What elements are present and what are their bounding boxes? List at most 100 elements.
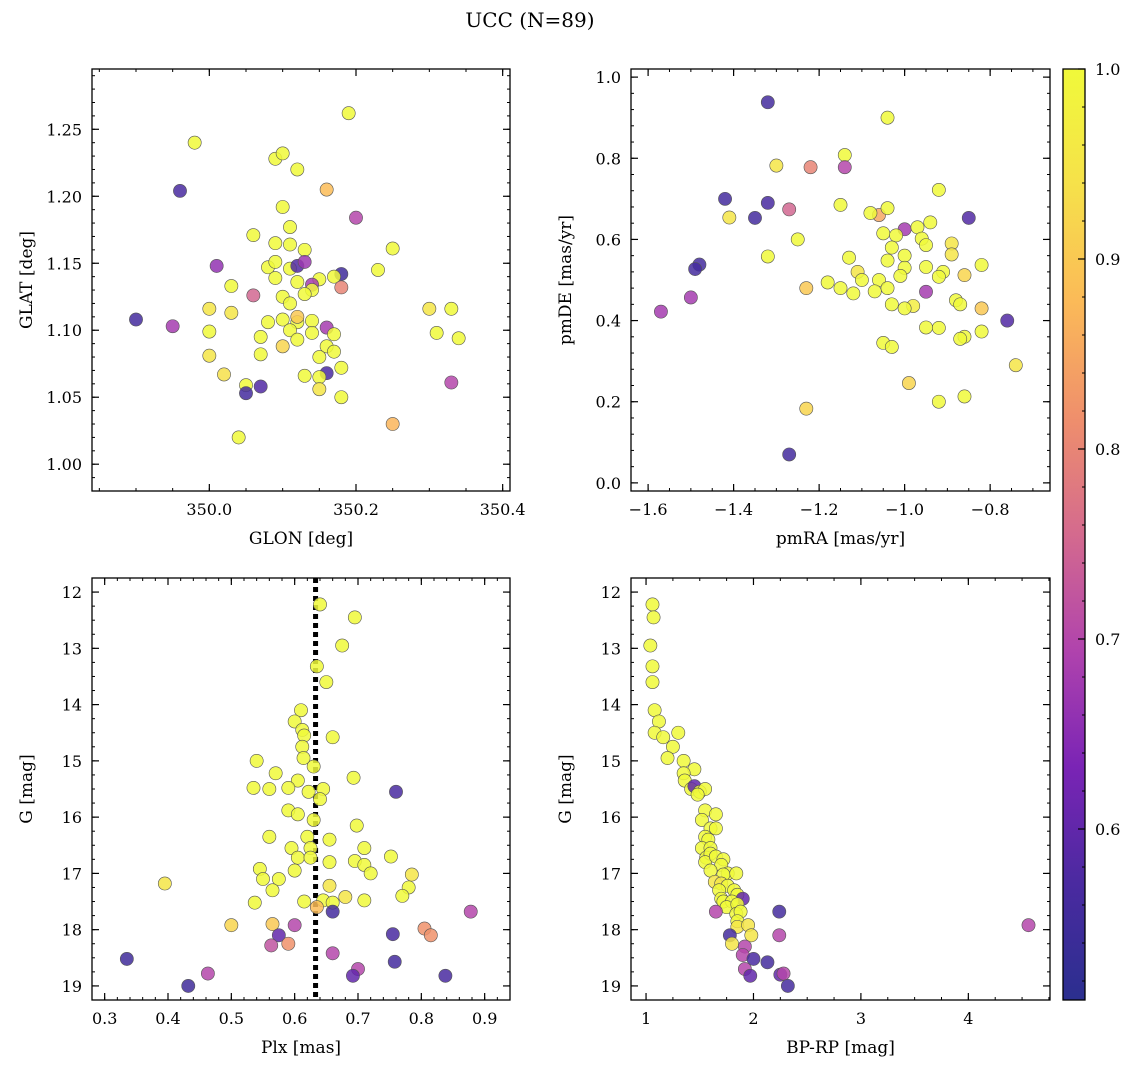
data-point <box>294 703 308 718</box>
data-point <box>974 324 989 339</box>
data-point <box>249 753 264 768</box>
data-point <box>371 263 385 277</box>
data-point <box>776 966 791 981</box>
data-point <box>833 198 848 212</box>
data-point <box>325 730 340 745</box>
data-point <box>287 918 302 933</box>
y-tick-label: 15 <box>601 752 621 771</box>
data-point <box>880 253 895 268</box>
data-point <box>645 675 660 689</box>
data-point <box>961 211 976 225</box>
data-point <box>837 160 852 175</box>
data-point <box>842 250 856 265</box>
data-point <box>384 849 398 864</box>
data-point <box>803 160 818 175</box>
data-point <box>404 867 419 882</box>
data-point <box>268 236 283 251</box>
data-point <box>312 370 327 385</box>
data-point <box>666 739 680 754</box>
x-tick-label: −0.8 <box>971 500 1010 519</box>
data-point <box>444 301 459 316</box>
data-point <box>718 191 732 206</box>
data-point <box>306 813 321 827</box>
data-point <box>334 360 349 375</box>
data-point <box>944 247 959 262</box>
data-point <box>290 773 305 788</box>
data-point <box>782 202 797 217</box>
colorbar-tick-label: 0.9 <box>1095 250 1120 269</box>
data-point <box>256 872 270 886</box>
axes-frame <box>630 68 1051 492</box>
data-point <box>931 320 946 335</box>
x-tick-label: −1.0 <box>885 500 924 519</box>
data-point <box>923 215 938 230</box>
data-point <box>780 979 795 993</box>
data-point <box>281 936 296 951</box>
data-point <box>322 855 337 870</box>
data-point <box>224 279 239 293</box>
data-point <box>268 255 283 269</box>
data-point <box>363 866 378 881</box>
panel-plx-g: 0.3 0.4 0.5 0.6 0.7 0.8 0.9 12 13 14 15 16 17 18 19 Plx… <box>17 577 511 1058</box>
data-point <box>157 876 172 891</box>
data-point <box>283 220 297 234</box>
data-point <box>708 904 723 919</box>
data-point <box>863 206 878 220</box>
data-point <box>1000 313 1015 328</box>
data-point <box>444 375 459 390</box>
x-tick-label: −1.2 <box>800 500 839 519</box>
data-point <box>876 226 891 241</box>
data-point <box>760 249 775 264</box>
data-point <box>290 309 305 324</box>
data-point <box>327 327 341 342</box>
data-point <box>385 417 400 431</box>
y-tick-label: 1.20 <box>46 187 82 206</box>
data-point <box>897 301 912 316</box>
axes-frame <box>91 577 511 1001</box>
data-point <box>202 324 217 339</box>
data-point <box>262 782 277 796</box>
data-point <box>957 389 972 404</box>
data-point <box>271 928 286 943</box>
y-tick-label: 16 <box>62 808 82 827</box>
y-axis-label: GLAT [deg] <box>17 231 37 329</box>
data-point <box>772 928 787 943</box>
x-tick-label: 0.5 <box>219 1009 244 1028</box>
data-point <box>889 228 903 243</box>
axes-frame <box>91 68 511 492</box>
data-point <box>338 890 353 904</box>
data-point <box>708 821 723 836</box>
data-point <box>303 850 318 865</box>
data-point <box>297 287 312 301</box>
data-point <box>385 927 400 942</box>
y-tick-label: 0.8 <box>596 149 621 168</box>
data-point <box>325 904 340 919</box>
data-point <box>893 269 908 283</box>
data-point <box>695 813 709 827</box>
data-point <box>389 784 403 799</box>
data-point <box>287 863 302 878</box>
y-tick-label: 12 <box>601 583 621 602</box>
data-point <box>688 262 703 276</box>
data-point <box>884 340 899 354</box>
data-point <box>799 401 814 416</box>
scatter-points <box>129 106 466 445</box>
y-tick-label: 16 <box>601 808 621 827</box>
x-tick-label: −1.4 <box>714 500 753 519</box>
data-point <box>305 313 319 328</box>
data-point <box>296 751 311 765</box>
figure-title: UCC (N=89) <box>465 8 594 32</box>
data-point <box>334 390 349 405</box>
y-tick-label: 13 <box>601 639 621 658</box>
data-point <box>246 288 261 303</box>
data-point <box>290 850 305 865</box>
x-tick-label: 0.7 <box>345 1009 370 1028</box>
x-tick-label: 2 <box>748 1009 758 1028</box>
x-tick-label: 3 <box>856 1009 866 1028</box>
data-point <box>643 638 658 653</box>
data-point <box>974 301 989 316</box>
y-tick-label: 0.4 <box>596 312 621 331</box>
y-axis-label: G [mag] <box>556 754 576 823</box>
data-point <box>919 284 933 299</box>
